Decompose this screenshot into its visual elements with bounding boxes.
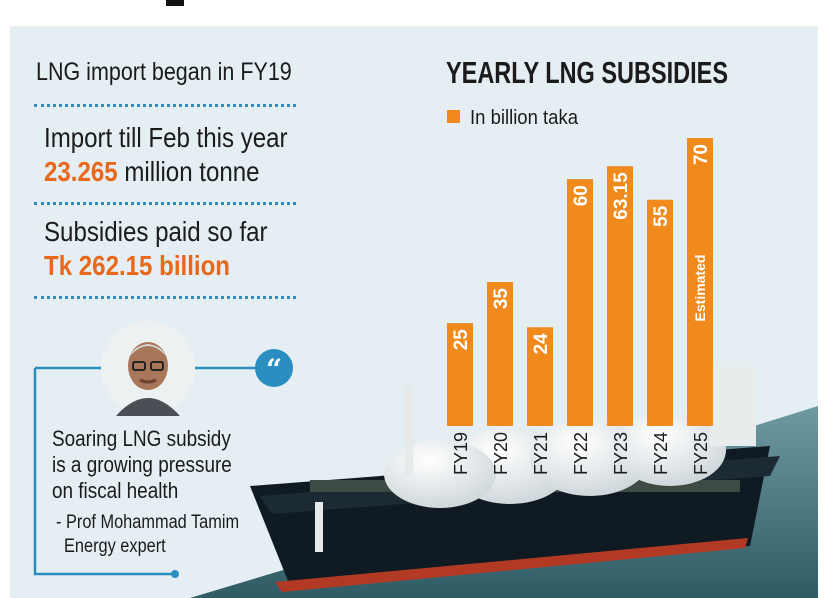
bar-fy21 bbox=[527, 327, 553, 426]
subsidy-value: Tk 262.15 billion bbox=[44, 250, 231, 281]
annotation-label: Estimated bbox=[692, 255, 708, 322]
subsidy-bar-chart: YEARLY LNG SUBSIDIES In billion taka 25 FY1… bbox=[446, 55, 728, 475]
bar-fy23 bbox=[607, 166, 633, 426]
subsidy-label: Subsidies paid so far bbox=[44, 216, 268, 247]
quote-line: Soaring LNG subsidy bbox=[52, 426, 231, 451]
data-label: 35 bbox=[491, 288, 512, 310]
import-unit: million tonne bbox=[124, 156, 260, 187]
category-label: FY21 bbox=[531, 432, 551, 475]
quote-attribution: - Prof Mohammad Tamim bbox=[56, 512, 240, 533]
category-label: FY23 bbox=[611, 432, 631, 475]
legend-label: In billion taka bbox=[470, 107, 579, 129]
data-label: 60 bbox=[571, 185, 592, 206]
category-label: FY20 bbox=[491, 432, 511, 475]
import-value: 23.265 bbox=[44, 156, 118, 187]
category-label: FY25 bbox=[691, 432, 711, 475]
quote-mark-icon: “ bbox=[255, 349, 293, 387]
quote-line: is a growing pressure bbox=[52, 452, 232, 477]
data-label: 70 bbox=[691, 144, 712, 165]
top-edge-mark bbox=[166, 0, 184, 6]
avatar bbox=[101, 321, 195, 416]
data-label: 55 bbox=[651, 205, 672, 227]
data-label: 25 bbox=[451, 329, 472, 351]
import-stat: 23.265 million tonne bbox=[44, 156, 260, 188]
import-label: Import till Feb this year bbox=[44, 122, 288, 153]
bar-fy25 bbox=[687, 138, 713, 426]
chart-title: YEARLY LNG SUBSIDIES bbox=[446, 55, 728, 90]
bar-fy22 bbox=[567, 179, 593, 426]
bar-fy19 bbox=[447, 323, 473, 426]
svg-text:“: “ bbox=[266, 353, 282, 386]
category-label: FY24 bbox=[651, 432, 671, 475]
category-label: FY22 bbox=[571, 432, 591, 475]
data-label: 63.15 bbox=[611, 172, 632, 220]
quote-role: Energy expert bbox=[64, 536, 166, 557]
dotted-divider bbox=[34, 104, 296, 107]
infographic-panel: LNG import began in FY19 Import till Feb… bbox=[10, 26, 818, 598]
ship-illustration bbox=[190, 366, 818, 598]
bar-fy24 bbox=[647, 199, 673, 426]
legend-swatch bbox=[447, 110, 460, 123]
bar-fy20 bbox=[487, 282, 513, 426]
quote-frame bbox=[33, 366, 258, 578]
dotted-divider bbox=[34, 202, 296, 205]
dotted-divider bbox=[34, 296, 296, 299]
intro-text: LNG import began in FY19 bbox=[36, 58, 292, 86]
quote-line: on fiscal health bbox=[52, 478, 179, 503]
category-label: FY19 bbox=[451, 432, 471, 475]
data-label: 24 bbox=[531, 333, 552, 355]
